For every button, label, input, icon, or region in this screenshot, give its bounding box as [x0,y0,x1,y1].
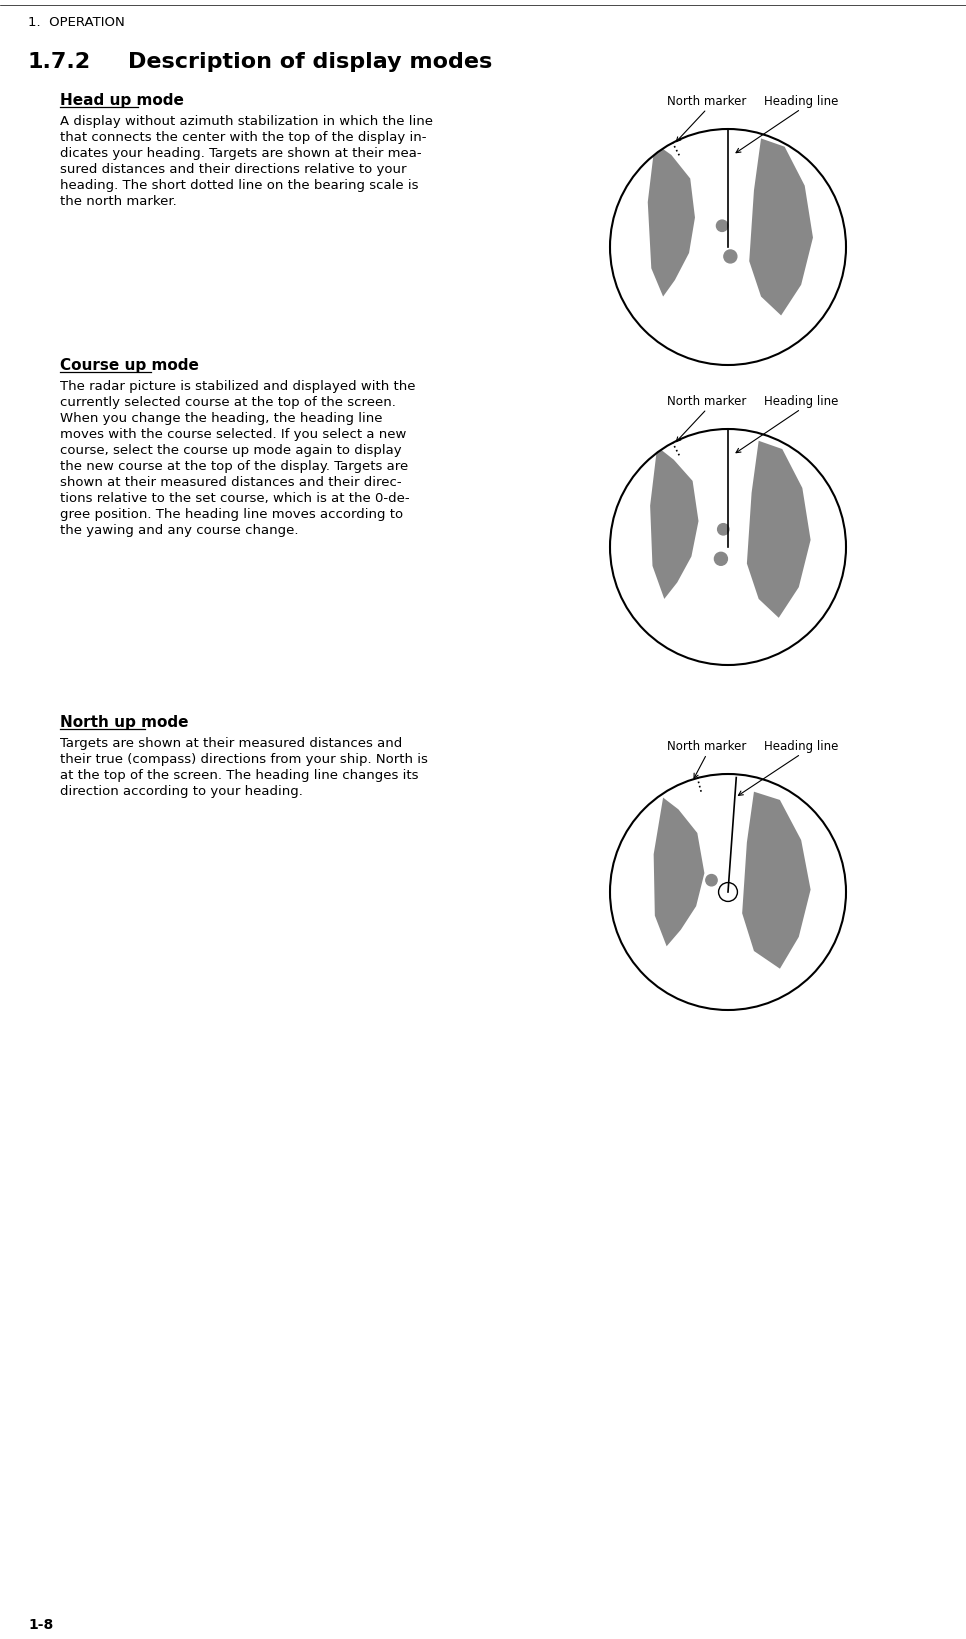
Text: The radar picture is stabilized and displayed with the: The radar picture is stabilized and disp… [60,380,415,393]
Text: 1-8: 1-8 [28,1618,53,1631]
Circle shape [717,221,727,233]
Text: Course up mode: Course up mode [60,357,199,372]
Text: North marker: North marker [668,395,747,408]
Polygon shape [742,792,810,969]
Text: Heading line: Heading line [764,739,838,752]
Text: North up mode: North up mode [60,715,188,729]
Polygon shape [650,447,698,600]
Text: Head up mode: Head up mode [60,93,184,108]
Text: moves with the course selected. If you select a new: moves with the course selected. If you s… [60,428,407,441]
Text: the north marker.: the north marker. [60,195,177,208]
Text: 1.  OPERATION: 1. OPERATION [28,16,125,30]
Text: that connects the center with the top of the display in-: that connects the center with the top of… [60,131,427,144]
Text: North marker: North marker [668,95,747,108]
Text: Heading line: Heading line [764,395,838,408]
Text: at the top of the screen. The heading line changes its: at the top of the screen. The heading li… [60,769,418,782]
Text: direction according to your heading.: direction according to your heading. [60,785,303,798]
Text: North marker: North marker [668,739,747,752]
Text: tions relative to the set course, which is at the 0-de-: tions relative to the set course, which … [60,492,410,505]
Circle shape [715,552,727,565]
Text: their true (compass) directions from your ship. North is: their true (compass) directions from you… [60,752,428,765]
Circle shape [718,524,729,536]
Text: Heading line: Heading line [764,95,838,108]
Polygon shape [654,798,704,947]
Text: gree position. The heading line moves according to: gree position. The heading line moves ac… [60,508,403,521]
Text: A display without azimuth stabilization in which the line: A display without azimuth stabilization … [60,115,433,128]
Text: the yawing and any course change.: the yawing and any course change. [60,524,298,536]
Text: When you change the heading, the heading line: When you change the heading, the heading… [60,411,383,425]
Circle shape [724,251,737,264]
Polygon shape [747,441,810,618]
Text: course, select the course up mode again to display: course, select the course up mode again … [60,444,402,457]
Text: sured distances and their directions relative to your: sured distances and their directions rel… [60,162,407,175]
Text: Description of display modes: Description of display modes [128,52,493,72]
Text: shown at their measured distances and their direc-: shown at their measured distances and th… [60,475,402,488]
Text: Targets are shown at their measured distances and: Targets are shown at their measured dist… [60,736,402,749]
Text: currently selected course at the top of the screen.: currently selected course at the top of … [60,395,396,408]
Polygon shape [750,139,813,316]
Polygon shape [648,144,695,297]
Circle shape [706,875,717,887]
Text: heading. The short dotted line on the bearing scale is: heading. The short dotted line on the be… [60,179,418,192]
Text: 1.7.2: 1.7.2 [28,52,91,72]
Text: the new course at the top of the display. Targets are: the new course at the top of the display… [60,459,409,472]
Text: dicates your heading. Targets are shown at their mea-: dicates your heading. Targets are shown … [60,148,421,161]
